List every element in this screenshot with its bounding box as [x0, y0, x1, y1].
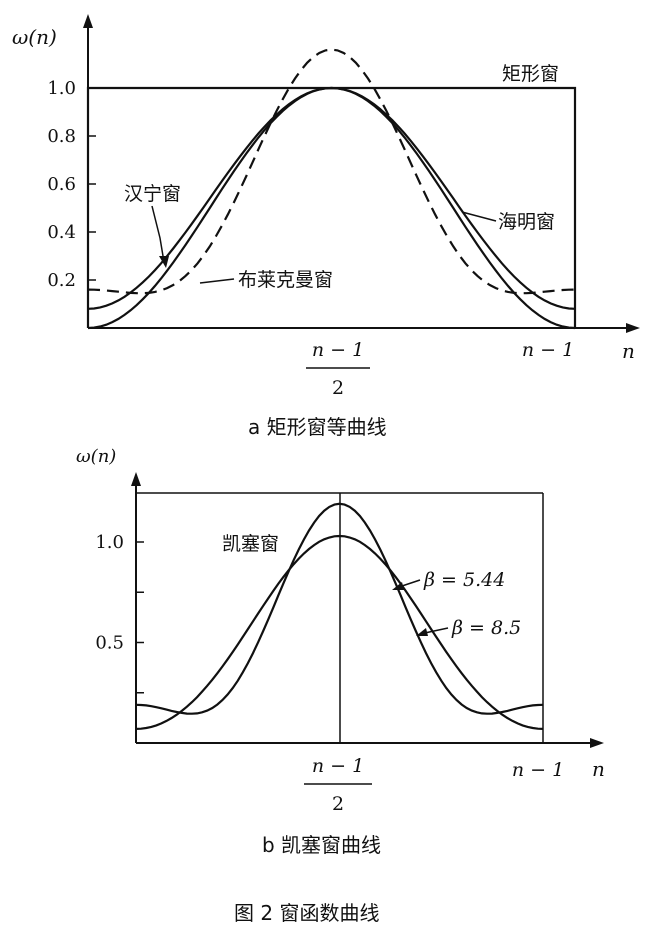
chart-b-xtick-mid-den: 2 — [332, 793, 344, 815]
chart-b-series-0 — [135, 534, 544, 730]
chart-a-pointer-hanning-head — [159, 256, 169, 268]
chart-a-pointer-blackman — [199, 278, 235, 284]
chart-a-ylabel: ω(n) — [12, 25, 57, 49]
chart-a-series-3 — [87, 48, 576, 295]
chart-a-label-blackman: 布莱克曼窗 — [238, 269, 333, 291]
chart-a-pointer-hanning — [151, 205, 165, 263]
chart-a-y-ticks: 0.2 0.4 0.6 0.8 1.0 — [47, 78, 96, 291]
chart-b-pointer-beta1-head — [392, 582, 404, 590]
chart-b-xlabel: n — [592, 757, 605, 781]
chart-b-xtick-mid-num: n − 1 — [312, 755, 364, 777]
figure-caption: 图 2 窗函数曲线 — [234, 901, 379, 925]
chart-b-ytick-label-0: 0.5 — [95, 633, 124, 654]
chart-a-label-hamming: 海明窗 — [498, 211, 555, 233]
chart-b-label-beta1: β = 5.44 — [423, 569, 505, 591]
chart-b-y-arrow — [131, 472, 141, 486]
chart-b-y-ticks: 0.5 1.0 — [95, 532, 144, 694]
chart-a-xlabel: n — [622, 339, 635, 363]
chart-b-title-label: 凯塞窗 — [222, 533, 279, 555]
chart-a-curves — [86, 48, 577, 330]
chart-a-caption: a 矩形窗等曲线 — [248, 415, 387, 439]
chart-a-y-arrow — [83, 14, 93, 28]
chart-b-ytick-label-1: 1.0 — [95, 532, 124, 553]
chart-a-xtick-mid-num: n − 1 — [312, 339, 364, 361]
chart-a-xtick-mid-den: 2 — [332, 377, 344, 399]
chart-b-series-1 — [135, 502, 544, 715]
chart-a-ytick-label-4: 1.0 — [47, 78, 76, 99]
chart-b-label-beta2: β = 8.5 — [451, 617, 521, 639]
chart-b-curves — [135, 502, 544, 730]
chart-a-ytick-label-2: 0.6 — [47, 174, 76, 195]
chart-b-caption: b 凯塞窗曲线 — [262, 833, 381, 857]
chart-a: ω(n) n 0.2 0.4 0.6 0.8 1.0 n − 1 2 n − 1 矩形窗… — [12, 14, 640, 439]
chart-a-series-1 — [87, 86, 576, 330]
chart-a-label-hanning: 汉宁窗 — [124, 183, 181, 205]
chart-b-pointer-beta2-head — [416, 628, 428, 636]
chart-b-ylabel: ω(n) — [76, 446, 116, 467]
chart-a-x-arrow — [626, 323, 640, 333]
chart-b: ω(n) n 0.5 1.0 n − 1 2 n − 1 凯塞窗 β = 5.44… — [76, 446, 605, 857]
chart-b-xtick-end: n − 1 — [512, 759, 564, 781]
chart-a-pointer-hamming — [461, 211, 497, 222]
chart-a-ytick-label-3: 0.8 — [47, 126, 76, 147]
chart-a-ytick-label-1: 0.4 — [47, 222, 76, 243]
chart-a-ytick-label-0: 0.2 — [47, 270, 76, 291]
chart-a-xtick-end: n − 1 — [522, 339, 574, 361]
chart-a-series-2 — [87, 86, 576, 310]
chart-b-x-arrow — [590, 738, 604, 748]
chart-a-label-rect: 矩形窗 — [502, 63, 559, 85]
chart-a-series-0 — [86, 86, 577, 328]
